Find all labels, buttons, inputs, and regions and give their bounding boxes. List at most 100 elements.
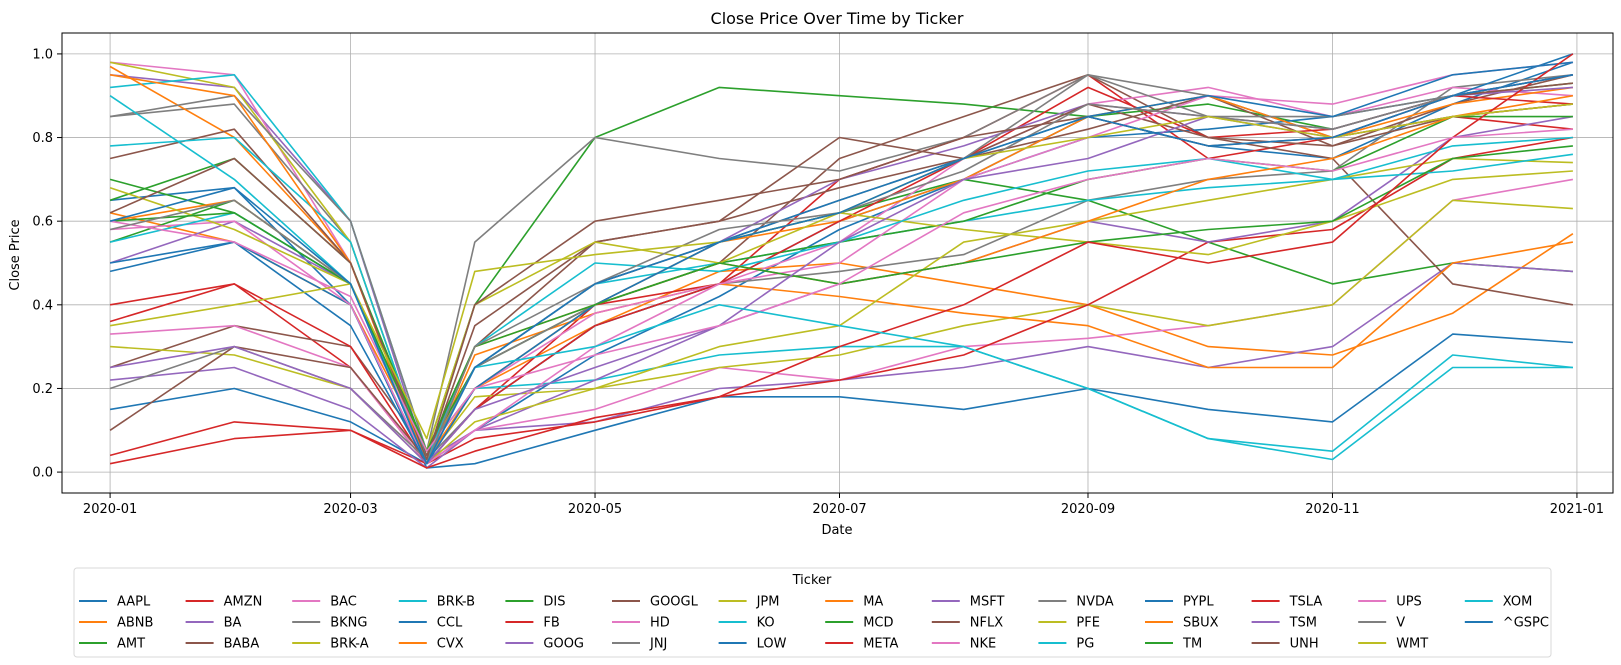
legend-label: GOOGL xyxy=(650,595,699,610)
legend-label: AAPL xyxy=(117,595,151,610)
legend-item: AMT xyxy=(79,637,145,652)
legend-item: AAPL xyxy=(79,595,151,610)
legend-label: JPM xyxy=(756,595,780,610)
legend-label: LOW xyxy=(757,637,787,652)
x-axis-title: Date xyxy=(821,523,852,538)
legend-title: Ticker xyxy=(792,573,832,588)
legend-label: DIS xyxy=(543,595,565,610)
series-line-nflx xyxy=(109,103,1573,461)
legend-label: BRK-B xyxy=(437,595,475,610)
legend-items: AAPLABNBAMTAMZNBABABABACBKNGBRK-ABRK-BCC… xyxy=(79,595,1549,652)
legend-label: MA xyxy=(863,595,883,610)
legend-item: GOOG xyxy=(505,637,584,652)
x-axis: 2020-01 2020-03 2020-05 2020-07 2020-09 2020-… xyxy=(83,493,1604,517)
legend-label: TSM xyxy=(1289,616,1317,631)
legend-label: ABNB xyxy=(117,616,153,631)
legend-label: AMZN xyxy=(224,595,263,610)
y-tick-label: 0.8 xyxy=(32,131,53,146)
legend-label: BKNG xyxy=(330,616,367,631)
legend-item: BRK-A xyxy=(292,637,369,652)
legend-label: NKE xyxy=(970,637,996,652)
y-axis-title: Close Price xyxy=(8,219,23,290)
legend-item: PG xyxy=(1038,637,1094,652)
legend-label: SBUX xyxy=(1183,616,1219,631)
plot-area xyxy=(61,32,1614,494)
y-tick-label: 0.0 xyxy=(32,466,53,481)
x-tick-label: 2020-11 xyxy=(1305,502,1359,517)
y-tick-label: 0.2 xyxy=(32,382,53,397)
x-tick-label: 2021-01 xyxy=(1550,502,1604,517)
legend-item: JPM xyxy=(718,595,780,610)
legend-label: CCL xyxy=(437,616,463,631)
legend-item: MCD xyxy=(825,616,894,631)
legend-item: KO xyxy=(718,616,775,631)
legend-label: FB xyxy=(543,616,559,631)
legend-item: UNH xyxy=(1251,637,1319,652)
legend-label: KO xyxy=(757,616,775,631)
x-tick-label: 2020-05 xyxy=(568,502,622,517)
legend-label: ^GSPC xyxy=(1503,616,1549,631)
legend-label: TSLA xyxy=(1289,595,1323,610)
legend-item: PFE xyxy=(1038,616,1100,631)
legend-item: MA xyxy=(825,595,883,610)
legend-label: AMT xyxy=(117,637,145,652)
legend-label: META xyxy=(863,637,898,652)
legend-item: WMT xyxy=(1358,637,1428,652)
legend-item: HD xyxy=(612,616,670,631)
legend-label: GOOG xyxy=(543,637,584,652)
x-tick-label: 2020-09 xyxy=(1061,502,1115,517)
legend-item: TSLA xyxy=(1251,595,1323,610)
legend-label: NFLX xyxy=(970,616,1003,631)
x-tick-label: 2020-07 xyxy=(812,502,866,517)
legend-item: MSFT xyxy=(931,595,1005,610)
legend-item: DIS xyxy=(505,595,566,610)
legend-label: BRK-A xyxy=(330,637,369,652)
legend-item: ^GSPC xyxy=(1464,616,1549,631)
series-lines xyxy=(109,53,1574,469)
legend-item: LOW xyxy=(718,637,787,652)
series-line-abnb xyxy=(109,212,1574,453)
legend-label: PFE xyxy=(1076,616,1100,631)
legend-item: V xyxy=(1358,616,1405,631)
series-line-tsla xyxy=(109,53,1574,469)
series-line-gspc xyxy=(109,74,1574,465)
legend-label: JNJ xyxy=(649,637,667,652)
grid-lines xyxy=(62,33,1613,493)
legend-item: UPS xyxy=(1358,595,1422,610)
legend-item: NKE xyxy=(931,637,996,652)
legend-item: TM xyxy=(1145,637,1202,652)
legend-item: BABA xyxy=(185,637,260,652)
y-tick-label: 1.0 xyxy=(32,47,53,62)
legend-item: PYPL xyxy=(1145,595,1214,610)
legend-item: NVDA xyxy=(1038,595,1114,610)
chart-title: Close Price Over Time by Ticker xyxy=(711,9,964,28)
legend-item: FB xyxy=(505,616,560,631)
legend-item: XOM xyxy=(1464,595,1533,610)
series-line-ups xyxy=(109,128,1573,453)
series-line-ko xyxy=(110,136,1574,461)
legend-label: HD xyxy=(650,616,670,631)
legend-label: UPS xyxy=(1396,595,1422,610)
legend-item: AMZN xyxy=(185,595,263,610)
legend-item: BRK-B xyxy=(398,595,475,610)
legend-label: XOM xyxy=(1503,595,1533,610)
legend-label: WMT xyxy=(1396,637,1428,652)
legend-item: SBUX xyxy=(1145,616,1219,631)
legend-label: BABA xyxy=(224,637,260,652)
legend-label: V xyxy=(1396,616,1405,631)
legend: Ticker AAPLABNBAMTAMZNBABABABACBKNGBRK-A… xyxy=(73,567,1552,658)
legend-label: TM xyxy=(1182,637,1202,652)
legend-item: NFLX xyxy=(931,616,1003,631)
legend-label: NVDA xyxy=(1076,595,1113,610)
legend-item: BAC xyxy=(292,595,357,610)
legend-item: CCL xyxy=(398,616,463,631)
y-axis: 0.0 0.2 0.4 0.6 0.8 1.0 xyxy=(32,47,62,481)
legend-label: MCD xyxy=(863,616,893,631)
series-line-meta xyxy=(109,86,1573,465)
series-line-tm xyxy=(110,145,1573,453)
y-tick-label: 0.6 xyxy=(32,215,53,230)
x-tick-label: 2020-01 xyxy=(83,502,137,517)
legend-frame xyxy=(73,567,1552,658)
legend-label: PG xyxy=(1076,637,1094,652)
